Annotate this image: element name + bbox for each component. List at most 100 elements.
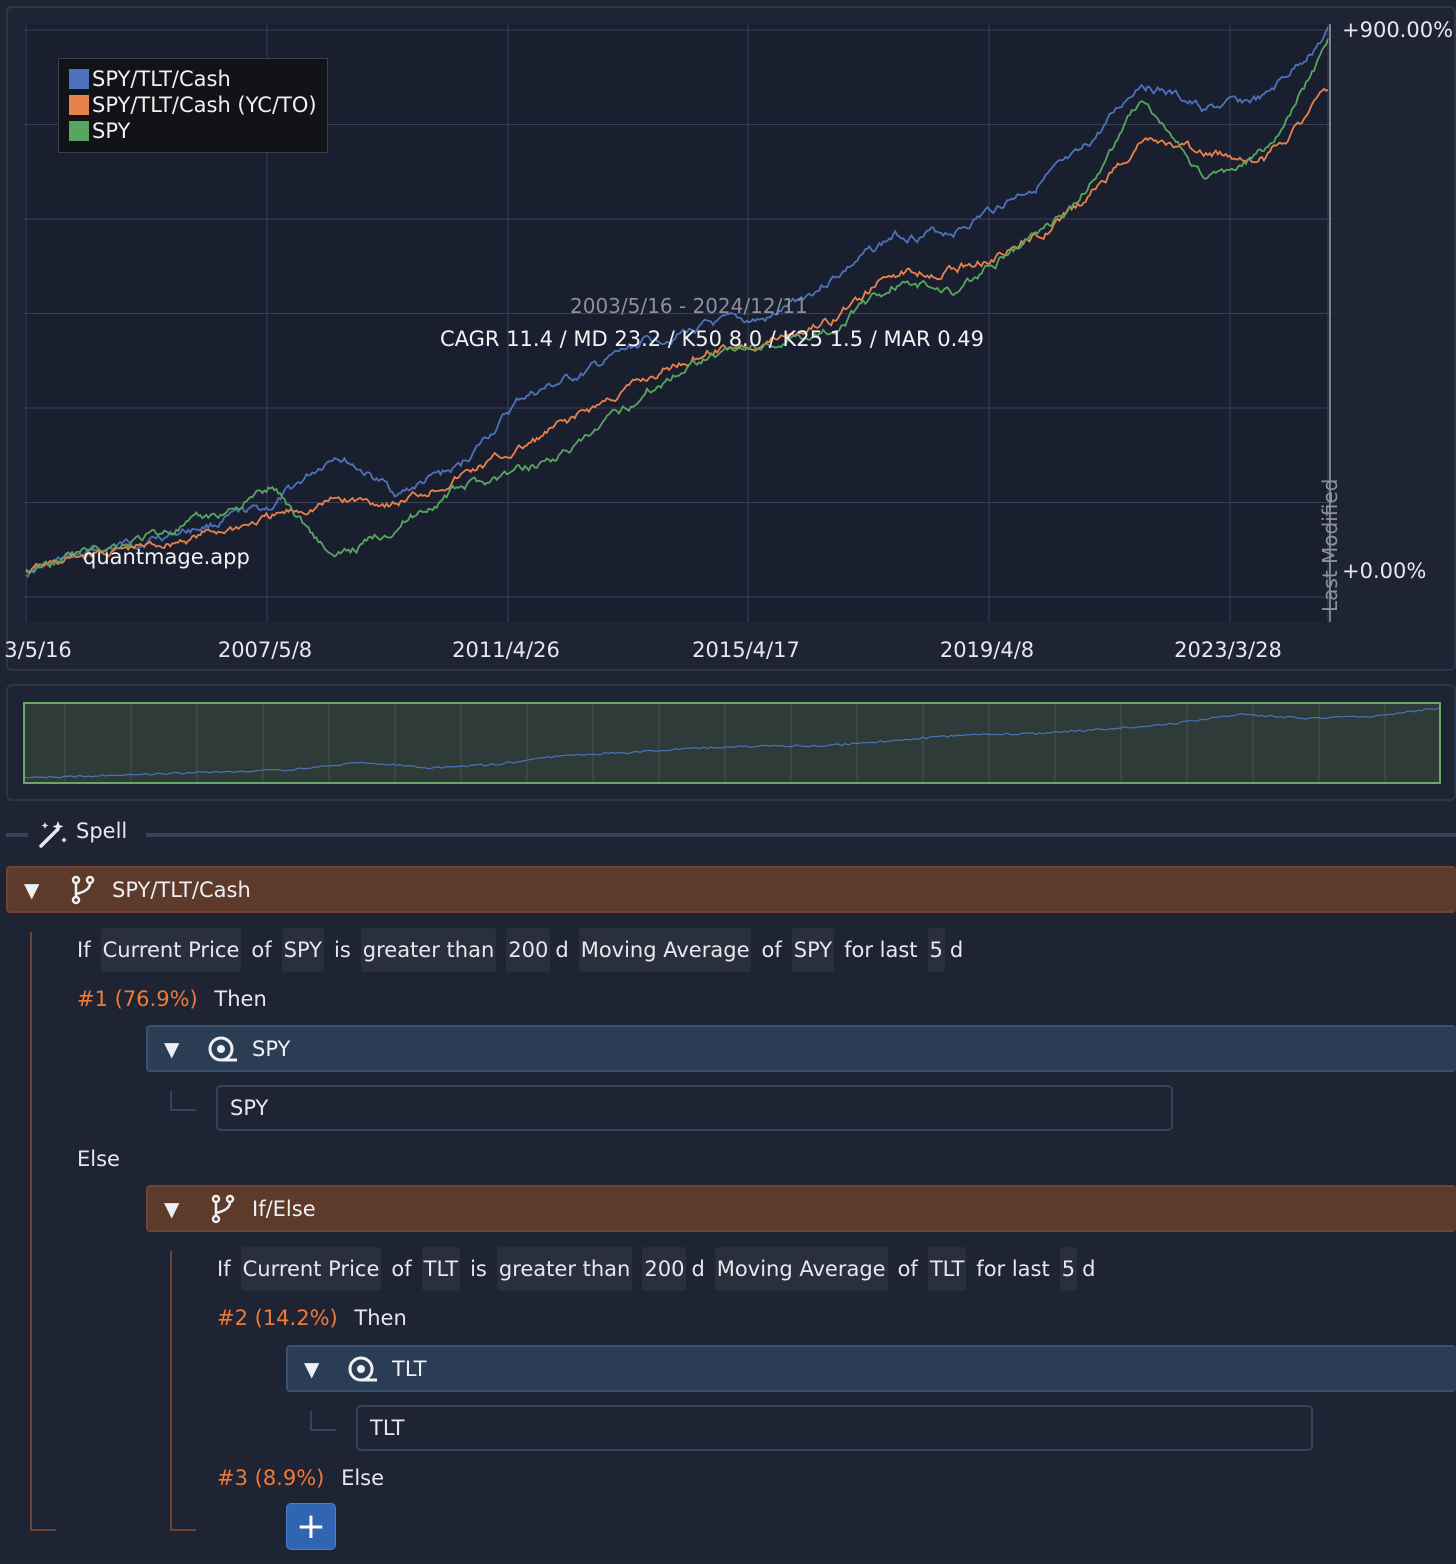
of-label: of xyxy=(897,1257,918,1281)
asset-node[interactable]: ▼ TLT xyxy=(286,1345,1456,1392)
add-button[interactable]: + xyxy=(286,1503,336,1550)
indicator-select[interactable]: Current Price xyxy=(100,928,242,972)
x-tick-label: 2015/4/17 xyxy=(692,638,800,662)
indicator-select[interactable]: Moving Average xyxy=(714,1247,888,1291)
collapse-triangle-icon[interactable]: ▼ xyxy=(304,1356,320,1381)
magic-wand-icon xyxy=(39,821,67,848)
legend-swatch xyxy=(69,69,89,89)
branch-weight: #2 (14.2%) xyxy=(217,1306,338,1330)
branch-icon xyxy=(71,875,95,904)
x-tick-label: 2007/5/8 xyxy=(217,638,313,662)
watermark: quantmage.app xyxy=(83,545,250,569)
last-modified-label: Last Modified xyxy=(1318,478,1342,612)
legend-item[interactable]: SPY/TLT/Cash xyxy=(69,66,317,92)
navigator-line xyxy=(24,707,1440,779)
collapse-triangle-icon[interactable]: ▼ xyxy=(164,1036,180,1061)
unit-label: d xyxy=(555,938,569,962)
for-last-label: for last xyxy=(844,938,918,962)
stats-summary: CAGR 11.4 / MD 23.2 / K50 8.0 / K25 1.5 … xyxy=(440,327,985,351)
series-line[interactable] xyxy=(25,26,1329,579)
operator-select[interactable]: greater than xyxy=(360,928,497,972)
indicator-select[interactable]: Current Price xyxy=(240,1247,382,1291)
collapse-triangle-icon[interactable]: ▼ xyxy=(164,1196,180,1221)
days-input[interactable]: 5 xyxy=(927,928,945,972)
navigator-panel xyxy=(6,684,1456,801)
ifelse-node[interactable]: ▼ If/Else xyxy=(146,1185,1456,1232)
branch-label: #1 (76.9%) Then xyxy=(77,987,267,1011)
divider xyxy=(6,833,28,837)
branch-label: #3 (8.9%) Else xyxy=(217,1466,384,1490)
then-label: Then xyxy=(214,987,267,1011)
legend-swatch xyxy=(69,121,89,141)
legend: SPY/TLT/Cash SPY/TLT/Cash (YC/TO) SPY xyxy=(58,58,328,153)
tree-connector xyxy=(170,1251,196,1531)
tree-connector xyxy=(170,1091,196,1111)
period-input[interactable]: 200 xyxy=(506,928,551,972)
spell-header: Spell xyxy=(0,813,1456,857)
coin-icon xyxy=(348,1356,377,1381)
x-tick-label: 3/5/16 xyxy=(4,638,72,662)
legend-swatch xyxy=(69,95,89,115)
unit-label: d xyxy=(1082,1257,1096,1281)
backtest-chart xyxy=(24,24,1332,622)
branch-icon xyxy=(211,1194,235,1223)
operator-select[interactable]: greater than xyxy=(496,1247,633,1291)
node-title: If/Else xyxy=(252,1196,316,1221)
plot-area[interactable]: SPY/TLT/Cash SPY/TLT/Cash (YC/TO) SPY 20… xyxy=(24,24,1342,622)
condition-row: If Current Price of SPY is greater than … xyxy=(72,928,968,972)
node-title: SPY xyxy=(252,1036,291,1061)
else-label: Else xyxy=(77,1147,120,1171)
tree-connector xyxy=(310,1411,336,1431)
ticker-input[interactable]: TLT xyxy=(421,1247,461,1291)
branch-label: #2 (14.2%) Then xyxy=(217,1306,407,1330)
series-line[interactable] xyxy=(25,87,1329,574)
root-branch-node[interactable]: ▼ SPY/TLT/Cash xyxy=(6,866,1456,913)
branch-weight: #3 (8.9%) xyxy=(217,1466,325,1490)
ticker-input[interactable]: SPY xyxy=(281,928,324,972)
is-label: is xyxy=(470,1257,487,1281)
coin-icon xyxy=(208,1036,237,1061)
ticker-input[interactable]: SPY xyxy=(791,928,835,972)
indicator-select[interactable]: Moving Average xyxy=(578,928,752,972)
tree-connector xyxy=(30,932,56,1531)
y-label-top: +900.00% xyxy=(1342,18,1454,42)
legend-label: SPY/TLT/Cash (YC/TO) xyxy=(92,93,317,117)
navigator-series xyxy=(24,704,1452,782)
of-label: of xyxy=(761,938,782,962)
series-line[interactable] xyxy=(25,38,1329,574)
chart-panel: SPY/TLT/Cash SPY/TLT/Cash (YC/TO) SPY 20… xyxy=(4,6,1456,671)
ticker-field[interactable]: SPY xyxy=(216,1085,1173,1131)
date-range: 2003/5/16 - 2024/12/11 xyxy=(570,294,808,318)
unit-label: d xyxy=(949,938,964,962)
legend-label: SPY xyxy=(92,119,131,143)
of-label: of xyxy=(251,938,272,962)
if-label: If xyxy=(77,938,91,962)
x-tick-label: 2011/4/26 xyxy=(452,638,560,662)
days-input[interactable]: 5 xyxy=(1059,1247,1078,1291)
then-label: Then xyxy=(354,1306,407,1330)
is-label: is xyxy=(334,938,351,962)
for-last-label: for last xyxy=(976,1257,1050,1281)
period-input[interactable]: 200 xyxy=(642,1247,687,1291)
legend-item[interactable]: SPY xyxy=(69,118,317,144)
range-navigator[interactable] xyxy=(23,702,1452,784)
node-title: TLT xyxy=(392,1356,427,1381)
legend-item[interactable]: SPY/TLT/Cash (YC/TO) xyxy=(69,92,317,118)
x-tick-label: 2023/3/28 xyxy=(1174,638,1282,662)
x-tick-label: 2019/4/8 xyxy=(939,638,1035,662)
unit-label: d xyxy=(691,1257,705,1281)
legend-label: SPY/TLT/Cash xyxy=(92,67,231,91)
collapse-triangle-icon[interactable]: ▼ xyxy=(24,877,40,902)
spell-label: Spell xyxy=(76,819,128,843)
y-label-bottom: +0.00% xyxy=(1342,559,1427,583)
asset-node[interactable]: ▼ SPY xyxy=(146,1025,1456,1072)
divider xyxy=(146,833,1456,837)
else-label: Else xyxy=(341,1466,385,1490)
ticker-input[interactable]: TLT xyxy=(927,1247,967,1291)
branch-weight: #1 (76.9%) xyxy=(77,987,198,1011)
node-title: SPY/TLT/Cash xyxy=(112,877,251,902)
of-label: of xyxy=(391,1257,412,1281)
if-label: If xyxy=(217,1257,231,1281)
condition-row: If Current Price of TLT is greater than … xyxy=(212,1247,1100,1291)
ticker-field[interactable]: TLT xyxy=(356,1405,1313,1451)
